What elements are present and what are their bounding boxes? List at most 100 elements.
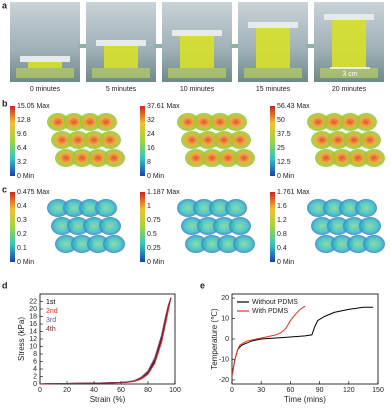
colorbar-label: 0.25 <box>147 245 161 252</box>
base <box>320 68 378 78</box>
colorbar-label: 25 <box>277 145 285 152</box>
lattice-cell <box>95 113 117 131</box>
lattice-cell <box>63 113 85 131</box>
lattice-cell <box>327 131 349 149</box>
lattice-cell <box>307 113 329 131</box>
lattice-cell <box>185 235 207 253</box>
y-tick-label: -20 <box>219 377 229 384</box>
colorbar-label: 1.187 Max <box>147 189 180 196</box>
arrow <box>78 44 88 48</box>
colorbar <box>270 106 275 176</box>
plate <box>20 56 70 62</box>
x-tick-label: 120 <box>343 387 355 394</box>
lattice-cell <box>233 149 255 167</box>
y-tick-label: 0 <box>33 381 37 388</box>
lattice-cell <box>87 149 109 167</box>
lattice-cell <box>229 217 251 235</box>
sample <box>180 36 214 68</box>
y-tick-label: -10 <box>219 356 229 363</box>
y-tick-label: 2 <box>33 373 37 380</box>
base <box>244 68 302 78</box>
lattice-cell <box>225 113 247 131</box>
lattice-cell <box>217 149 239 167</box>
y-tick-label: 18 <box>29 313 37 320</box>
colorbar-label: 6.4 <box>17 145 27 152</box>
lattice-cell <box>83 131 105 149</box>
colorbar-label: 1 <box>147 203 151 210</box>
lattice-cell <box>311 131 333 149</box>
lattice-cell <box>225 199 247 217</box>
plate <box>324 14 374 20</box>
y-tick-label: 10 <box>221 315 229 322</box>
panel-label: d <box>2 280 8 290</box>
colorbar-label: 0 Min <box>17 259 34 266</box>
y-tick-label: 8 <box>33 351 37 358</box>
colorbar-label: 0.2 <box>17 231 27 238</box>
time-label: 15 minutes <box>256 86 291 93</box>
colorbar-label: 0 Min <box>277 173 294 180</box>
lattice-cell <box>323 113 345 131</box>
sample <box>256 28 290 68</box>
panel-label: b <box>2 98 8 108</box>
colorbar-label: 12.5 <box>277 159 291 166</box>
y-tick-label: 20 <box>29 306 37 313</box>
legend-label: With PDMS <box>252 308 289 315</box>
lattice-cell <box>197 217 219 235</box>
lattice-cell <box>71 149 93 167</box>
colorbar-label: 12.8 <box>17 117 31 124</box>
x-tick-label: 80 <box>144 387 152 394</box>
lattice-cell <box>315 235 337 253</box>
x-tick-label: 100 <box>169 387 181 394</box>
lattice-cell <box>217 235 239 253</box>
colorbar-label: 16 <box>147 145 155 152</box>
lattice-cell <box>339 113 361 131</box>
lattice-cell <box>47 113 69 131</box>
arrow <box>154 44 164 48</box>
colorbar-label: 1.761 Max <box>277 189 310 196</box>
plate <box>172 30 222 36</box>
x-tick-label: 0 <box>38 387 42 394</box>
lattice-cell <box>87 235 109 253</box>
lattice-cell <box>71 235 93 253</box>
lattice-cell <box>99 131 121 149</box>
time-label: 0 minutes <box>30 86 61 93</box>
x-tick-label: 40 <box>90 387 98 394</box>
plate <box>248 22 298 28</box>
colorbar-label: 0.4 <box>17 203 27 210</box>
y-tick-label: 20 <box>221 295 229 302</box>
colorbar-label: 32 <box>147 117 155 124</box>
legend-label: 4th <box>46 326 56 333</box>
lattice-cell <box>233 235 255 253</box>
lattice-cell <box>343 217 365 235</box>
colorbar-label: 24 <box>147 131 155 138</box>
line <box>39 297 172 385</box>
lattice-cell <box>323 199 345 217</box>
base <box>16 68 74 78</box>
lattice-cell <box>347 149 369 167</box>
lattice-cell <box>363 149 385 167</box>
lattice-cell <box>63 199 85 217</box>
root: a b c d e 0 minutes 5 minutes 10 minutes 15 minu… <box>2 0 385 404</box>
y-tick-label: 12 <box>29 336 37 343</box>
lattice-cell <box>209 113 231 131</box>
base <box>92 68 150 78</box>
lattice-cell <box>355 113 377 131</box>
colorbar-label: 0.4 <box>277 245 287 252</box>
colorbar <box>140 192 145 262</box>
y-axis-label: Temperature (℃) <box>210 308 219 370</box>
legend-label: Without PDMS <box>252 299 298 306</box>
colorbar-label: 0 Min <box>147 173 164 180</box>
x-tick-label: 90 <box>316 387 324 394</box>
x-tick-label: 60 <box>117 387 125 394</box>
arrow <box>230 44 240 48</box>
colorbar-label: 0.3 <box>17 217 27 224</box>
lattice-cell <box>181 217 203 235</box>
lattice-cell <box>347 235 369 253</box>
time-label: 10 minutes <box>180 86 215 93</box>
colorbar-label: 56.43 Max <box>277 103 310 110</box>
colorbar-label: 0.8 <box>277 231 287 238</box>
x-axis-label: Time (mins) <box>284 395 326 404</box>
lattice-cell <box>193 199 215 217</box>
lattice-cell <box>359 217 381 235</box>
